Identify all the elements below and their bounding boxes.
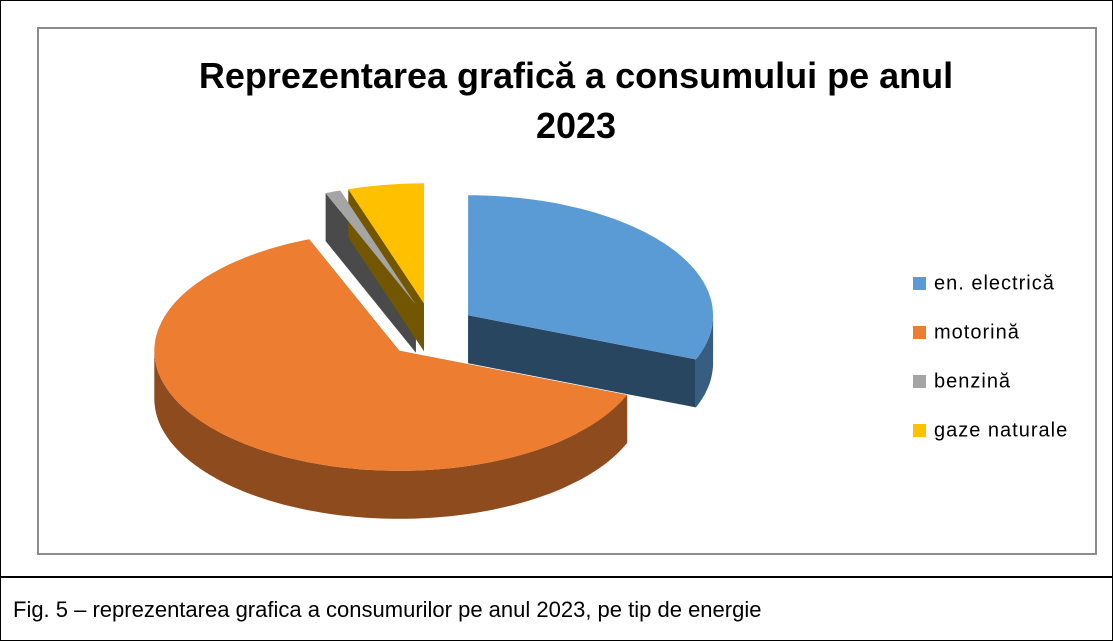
- caption: Fig. 5 – reprezentarea grafica a consumu…: [13, 597, 762, 622]
- legend-swatch: [913, 326, 926, 339]
- legend-label: en. electrică: [934, 272, 1055, 294]
- slice-side: [154, 350, 628, 519]
- chart-title: Reprezentarea grafică a consumului pe an…: [198, 55, 954, 146]
- legend-label: benzină: [934, 370, 1011, 392]
- divider: [1, 576, 1112, 578]
- slice-cut: [348, 189, 424, 352]
- legend-label: gaze naturale: [934, 419, 1068, 441]
- legend-swatch: [913, 375, 926, 388]
- pie-slice: [154, 239, 628, 471]
- chart: en. electrică motorină benzină gaze natural…: [154, 183, 1068, 519]
- slice-cut: [468, 315, 696, 408]
- pie-slice: [468, 195, 713, 360]
- legend-label: motorină: [934, 321, 1020, 343]
- legend-swatch: [913, 277, 926, 290]
- legend-swatch: [913, 424, 926, 437]
- chart-frame: [37, 27, 1097, 555]
- slice-side: [695, 315, 714, 408]
- pie-slice: [348, 183, 424, 304]
- pie-slice: [325, 190, 416, 305]
